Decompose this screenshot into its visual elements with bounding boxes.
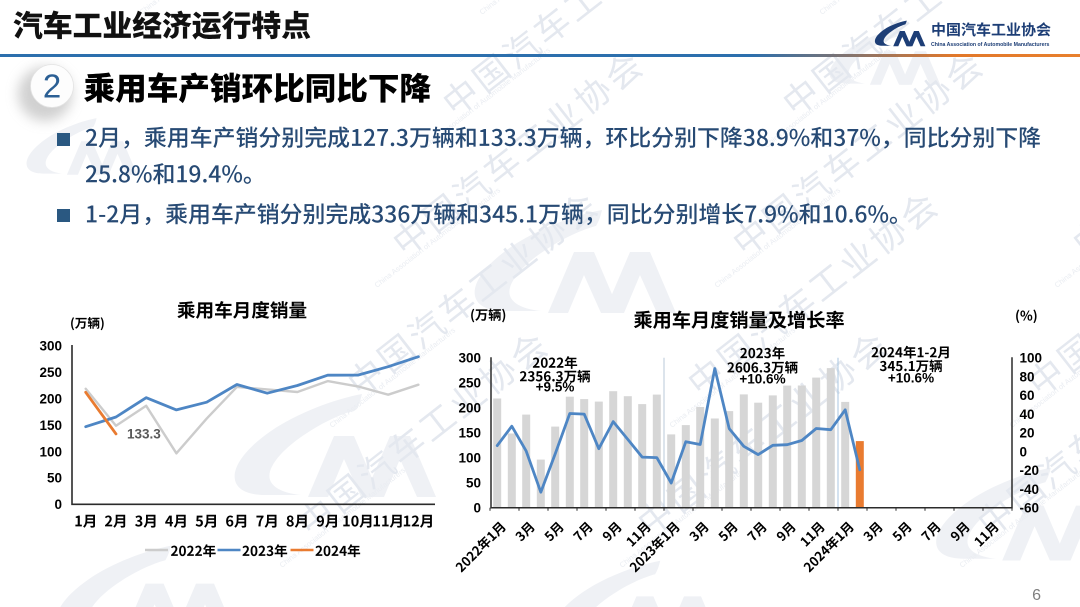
svg-text:+9.5%: +9.5% [536,379,575,394]
svg-text:300: 300 [39,339,62,354]
svg-text:20: 20 [1020,426,1035,441]
svg-text:300: 300 [458,351,481,366]
svg-text:0: 0 [1020,444,1028,459]
svg-text:50: 50 [47,471,62,486]
svg-text:China Association of Automobil: China Association of Automobile Manufact… [931,42,1049,48]
svg-text:100: 100 [458,451,481,466]
svg-text:150: 150 [458,426,481,441]
svg-text:150: 150 [39,418,62,433]
svg-text:6: 6 [1032,587,1041,604]
svg-text:133.3: 133.3 [127,427,161,442]
svg-text:0: 0 [54,497,62,512]
svg-text:80: 80 [1020,369,1035,384]
svg-text:40: 40 [1020,407,1035,422]
svg-text:250: 250 [39,365,62,380]
svg-text:200: 200 [458,401,481,416]
svg-text:0: 0 [473,501,481,516]
svg-text:250: 250 [458,376,481,391]
svg-text:50: 50 [466,476,481,491]
svg-text:+10.6%: +10.6% [888,371,934,386]
svg-text:200: 200 [39,391,62,406]
svg-text:100: 100 [39,444,62,459]
svg-text:-40: -40 [1020,482,1040,497]
svg-text:-60: -60 [1020,501,1040,516]
svg-text:-20: -20 [1020,463,1040,478]
svg-text:100: 100 [1020,351,1043,366]
svg-text:60: 60 [1020,388,1035,403]
svg-text:2: 2 [43,68,61,105]
svg-text:+10.6%: +10.6% [739,372,785,387]
